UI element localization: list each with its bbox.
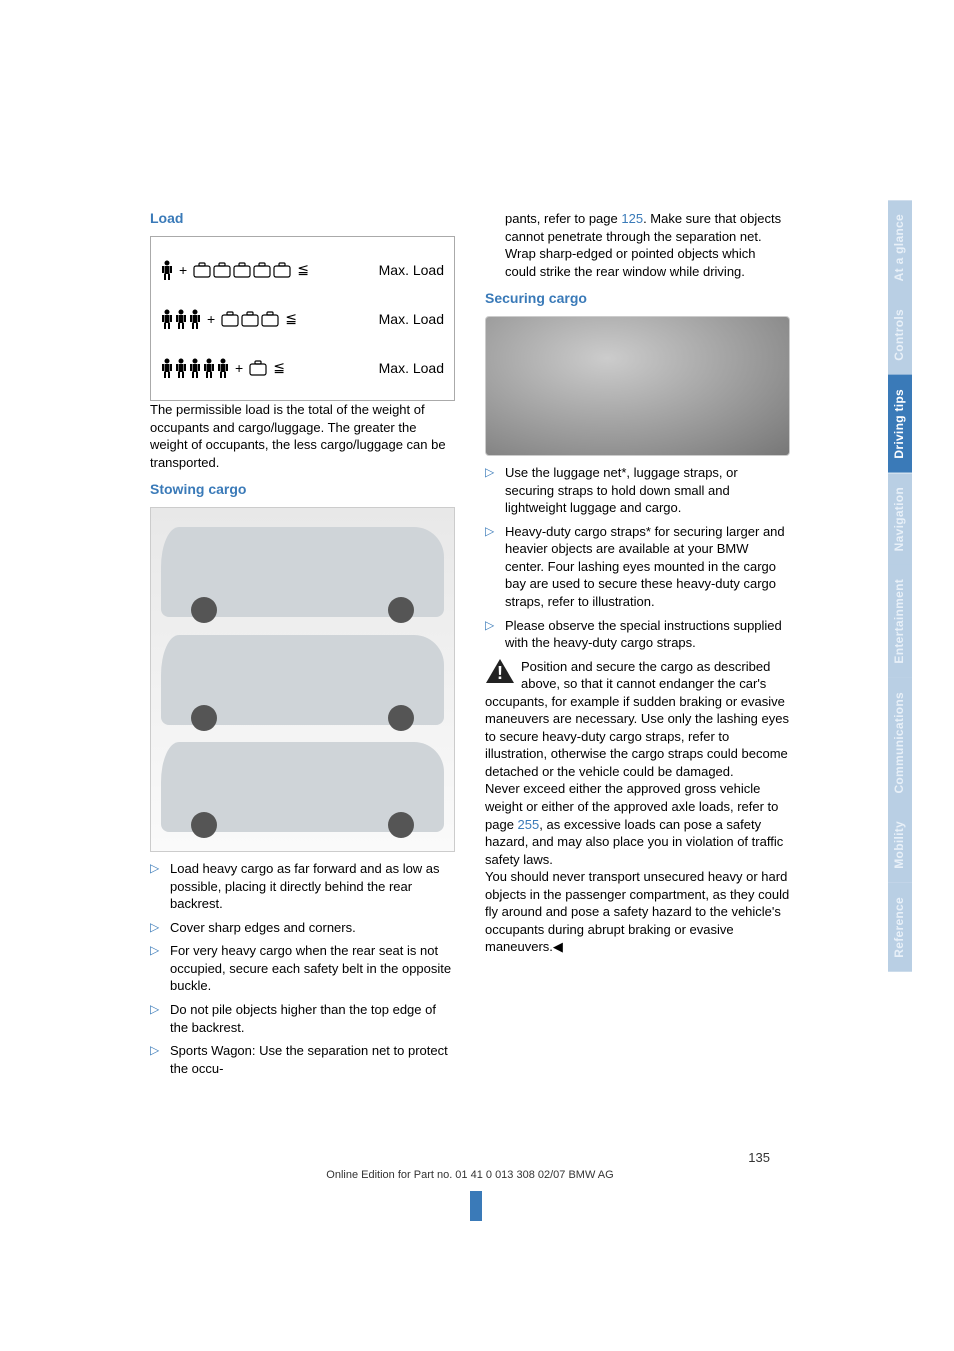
- footer-edition-line: Online Edition for Part no. 01 41 0 013 …: [150, 1169, 790, 1181]
- right-column: pants, refer to page 125. Make sure that…: [485, 210, 790, 1083]
- left-column: Load +≦Max. Load +≦Max. Load +≦Max. Load T…: [150, 210, 455, 1083]
- warning-text: You should never transport unsecured hea…: [485, 869, 789, 954]
- stowing-bullet-list: Load heavy cargo as far forward and as l…: [150, 860, 455, 1077]
- load-figure: +≦Max. Load +≦Max. Load +≦Max. Load: [150, 236, 455, 401]
- car-illustration: [161, 527, 444, 617]
- side-tab[interactable]: Communications: [888, 678, 912, 808]
- page-link-125[interactable]: 125: [621, 211, 643, 226]
- side-tab[interactable]: Mobility: [888, 807, 912, 883]
- load-paragraph: The permissible load is the total of the…: [150, 401, 455, 471]
- warning-block: ! Position and secure the cargo as descr…: [485, 658, 790, 956]
- load-figure-row: +≦Max. Load: [161, 358, 444, 378]
- continuation-paragraph: pants, refer to page 125. Make sure that…: [485, 210, 790, 280]
- securing-bullet-list: Use the luggage net*, luggage straps, or…: [485, 464, 790, 651]
- load-figure-row: +≦Max. Load: [161, 260, 444, 280]
- side-tab[interactable]: Reference: [888, 883, 912, 972]
- text: pants, refer to page: [505, 211, 621, 226]
- page-link-255[interactable]: 255: [518, 817, 540, 832]
- side-tab[interactable]: At a glance: [888, 200, 912, 295]
- list-item: Please observe the special instructions …: [485, 617, 790, 652]
- footer-accent-stripe: [470, 1191, 482, 1221]
- list-item: Load heavy cargo as far forward and as l…: [150, 860, 455, 913]
- list-item: Sports Wagon: Use the separation net to …: [150, 1042, 455, 1077]
- side-tab[interactable]: Entertainment: [888, 565, 912, 678]
- load-heading: Load: [150, 210, 455, 226]
- car-illustration: [161, 635, 444, 725]
- list-item: Use the luggage net*, luggage straps, or…: [485, 464, 790, 517]
- side-tab-strip: At a glanceControlsDriving tipsNavigatio…: [888, 200, 912, 972]
- page-number: 135: [150, 1150, 790, 1165]
- load-figure-row: +≦Max. Load: [161, 309, 444, 329]
- list-item: Cover sharp edges and corners.: [150, 919, 455, 937]
- list-item: Do not pile objects higher than the top …: [150, 1001, 455, 1036]
- car-illustration: [161, 742, 444, 832]
- stowing-illustration: [150, 507, 455, 852]
- list-item: Heavy-duty cargo straps* for securing la…: [485, 523, 790, 611]
- two-column-layout: Load +≦Max. Load +≦Max. Load +≦Max. Load T…: [150, 210, 790, 1083]
- svg-text:!: !: [497, 663, 503, 683]
- side-tab[interactable]: Controls: [888, 295, 912, 375]
- text: Wrap sharp-edged or pointed objects whic…: [505, 246, 756, 279]
- securing-heading: Securing cargo: [485, 290, 790, 306]
- page-content: Load +≦Max. Load +≦Max. Load +≦Max. Load T…: [150, 210, 790, 1083]
- warning-icon: !: [485, 658, 515, 684]
- stowing-heading: Stowing cargo: [150, 481, 455, 497]
- page-footer: 135 Online Edition for Part no. 01 41 0 …: [150, 1150, 790, 1181]
- securing-illustration: [485, 316, 790, 456]
- side-tab[interactable]: Driving tips: [888, 375, 912, 473]
- side-tab[interactable]: Navigation: [888, 473, 912, 565]
- list-item: For very heavy cargo when the rear seat …: [150, 942, 455, 995]
